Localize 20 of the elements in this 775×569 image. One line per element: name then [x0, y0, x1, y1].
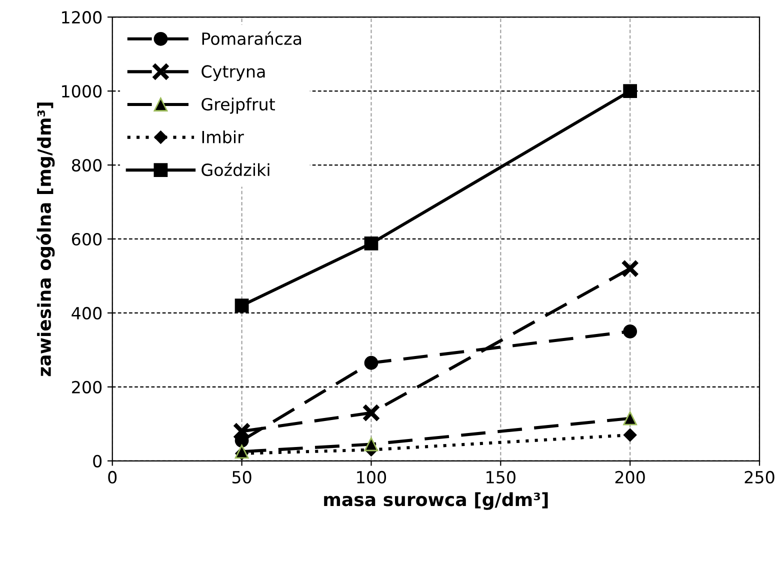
y-tick-label: 200: [72, 380, 102, 394]
x-tick-label: 100: [357, 470, 386, 484]
legend-label: Imbir: [202, 130, 244, 144]
y-tick-label: 1000: [62, 85, 102, 98]
y-tick-label: 800: [72, 158, 102, 172]
legend-label: Goździki: [202, 162, 270, 176]
legend-label: Cytryna: [202, 65, 265, 81]
x-tick-label: 50: [232, 470, 252, 484]
legend-label: Grejpfrut: [202, 98, 275, 114]
y-axis-title: zawiesina ogólna [mg/dm³]: [36, 102, 55, 376]
y-tick-label: 600: [72, 232, 102, 246]
x-tick-label: 150: [486, 470, 516, 484]
x-axis-title: masa surowca [g/dm³]: [324, 492, 548, 510]
x-tick-label: 0: [108, 470, 117, 484]
legend-label: Pomarańcza: [202, 31, 302, 45]
y-tick-label: 1200: [62, 11, 102, 24]
y-tick-label: 400: [72, 306, 102, 320]
y-tick-label: 0: [93, 454, 102, 468]
x-tick-label: 250: [744, 470, 774, 484]
x-tick-label: 200: [615, 470, 645, 484]
